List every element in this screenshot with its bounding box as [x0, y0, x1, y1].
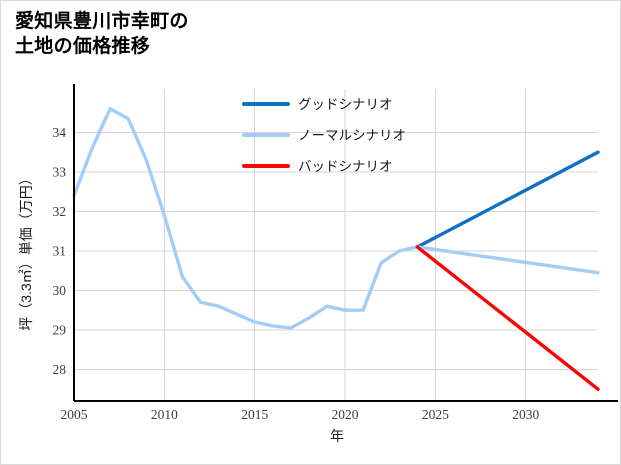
axis-spines: [73, 84, 618, 402]
x-tick-label: 2005: [61, 407, 88, 422]
series-line-バッドシナリオ: [415, 245, 600, 391]
x-tick-label: 2010: [151, 407, 178, 422]
y-tick-label: 31: [53, 243, 67, 258]
legend-label-1: ノーマルシナリオ: [298, 128, 406, 143]
chart-title: 愛知県豊川市幸町の 土地の価格推移: [15, 11, 189, 58]
x-tick-label: 2025: [422, 407, 449, 422]
series-line-グッドシナリオ: [415, 150, 600, 249]
legend-label-0: グッドシナリオ: [298, 97, 393, 112]
y-tick-label: 33: [53, 164, 67, 179]
x-axis-title: 年: [330, 428, 344, 444]
legend-label-2: バッドシナリオ: [298, 159, 393, 174]
series-line-ノーマルシナリオ: [72, 107, 600, 330]
x-tick-label: 2020: [332, 407, 359, 422]
x-tick-label: 2030: [512, 407, 539, 422]
vertical-gridlines: [163, 89, 527, 401]
y-tick-label: 28: [53, 362, 67, 377]
y-tick-label: 32: [53, 204, 67, 219]
horizontal-gridlines: [74, 131, 598, 370]
data-series-group: [72, 107, 600, 391]
x-axis-tick-labels: 2005 2010 2015 2020 2025 2030: [61, 407, 540, 422]
y-axis-tick-labels: 28 29 30 31 32 33 34: [53, 125, 67, 377]
y-tick-label: 34: [53, 125, 67, 140]
y-tick-label: 30: [53, 283, 67, 298]
y-axis-title: 坪（3.3㎡）単価（万円）: [18, 171, 34, 330]
y-tick-label: 29: [53, 322, 67, 337]
x-tick-label: 2015: [241, 407, 268, 422]
